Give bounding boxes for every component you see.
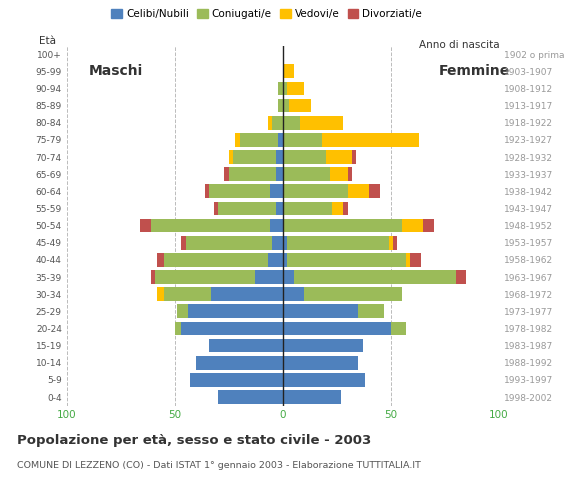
Bar	[157, 253, 164, 267]
Bar	[283, 356, 358, 370]
Bar	[151, 270, 155, 284]
Bar	[389, 236, 393, 250]
Bar	[283, 116, 300, 130]
Bar	[283, 288, 305, 301]
Bar	[155, 270, 255, 284]
Bar	[326, 150, 352, 164]
Bar	[352, 150, 356, 164]
Bar	[330, 168, 347, 181]
Bar	[322, 133, 419, 147]
Bar	[283, 202, 332, 216]
Bar	[283, 304, 358, 318]
Bar	[270, 184, 283, 198]
Bar	[393, 236, 397, 250]
Bar	[410, 253, 421, 267]
Bar	[406, 253, 410, 267]
Bar	[283, 184, 347, 198]
Bar	[347, 184, 369, 198]
Bar	[188, 304, 283, 318]
Bar	[287, 82, 305, 96]
Bar	[358, 304, 385, 318]
Legend: Celibi/Nubili, Coniugati/e, Vedovi/e, Divorziati/e: Celibi/Nubili, Coniugati/e, Vedovi/e, Di…	[107, 5, 426, 24]
Bar	[332, 202, 343, 216]
Bar	[283, 219, 401, 232]
Bar	[304, 288, 401, 301]
Text: Popolazione per età, sesso e stato civile - 2003: Popolazione per età, sesso e stato civil…	[17, 434, 372, 447]
Bar	[276, 150, 283, 164]
Bar	[209, 184, 270, 198]
Bar	[283, 253, 287, 267]
Bar	[283, 82, 287, 96]
Bar	[287, 236, 389, 250]
Bar	[224, 168, 229, 181]
Bar	[283, 236, 287, 250]
Bar	[283, 99, 289, 112]
Bar	[267, 253, 283, 267]
Bar	[218, 202, 276, 216]
Bar	[272, 116, 283, 130]
Bar	[190, 373, 283, 387]
Bar	[283, 373, 365, 387]
Bar	[283, 133, 322, 147]
Bar	[175, 322, 181, 336]
Bar	[278, 99, 283, 112]
Bar	[164, 253, 267, 267]
Bar	[391, 322, 406, 336]
Bar	[293, 270, 456, 284]
Bar	[209, 339, 283, 352]
Bar	[369, 184, 380, 198]
Bar	[283, 339, 362, 352]
Bar	[289, 99, 311, 112]
Bar	[283, 168, 330, 181]
Bar	[267, 116, 272, 130]
Bar	[140, 219, 151, 232]
Bar	[300, 116, 343, 130]
Text: Maschi: Maschi	[88, 64, 143, 78]
Bar	[229, 168, 276, 181]
Bar	[181, 322, 283, 336]
Bar	[229, 150, 233, 164]
Bar	[423, 219, 434, 232]
Bar	[205, 184, 209, 198]
Text: COMUNE DI LEZZENO (CO) - Dati ISTAT 1° gennaio 2003 - Elaborazione TUTTITALIA.IT: COMUNE DI LEZZENO (CO) - Dati ISTAT 1° g…	[17, 461, 421, 470]
Bar	[278, 82, 283, 96]
Bar	[283, 64, 293, 78]
Bar	[283, 322, 391, 336]
Bar	[278, 133, 283, 147]
Bar	[212, 288, 283, 301]
Bar	[283, 270, 293, 284]
Bar	[151, 219, 270, 232]
Bar	[186, 236, 272, 250]
Bar	[233, 150, 276, 164]
Bar	[164, 288, 212, 301]
Bar	[177, 304, 188, 318]
Bar	[272, 236, 283, 250]
Text: Femmine: Femmine	[438, 64, 510, 78]
Bar	[401, 219, 423, 232]
Bar	[287, 253, 406, 267]
Bar	[157, 288, 164, 301]
Bar	[283, 150, 326, 164]
Bar	[213, 202, 218, 216]
Bar	[235, 133, 240, 147]
Bar	[456, 270, 466, 284]
Bar	[347, 168, 352, 181]
Bar	[276, 168, 283, 181]
Bar	[240, 133, 278, 147]
Bar	[343, 202, 347, 216]
Bar	[218, 390, 283, 404]
Bar	[270, 219, 283, 232]
Bar	[276, 202, 283, 216]
Bar	[181, 236, 186, 250]
Bar	[283, 390, 341, 404]
Text: Anno di nascita: Anno di nascita	[419, 40, 500, 50]
Text: Età: Età	[39, 36, 56, 46]
Bar	[196, 356, 283, 370]
Bar	[255, 270, 283, 284]
